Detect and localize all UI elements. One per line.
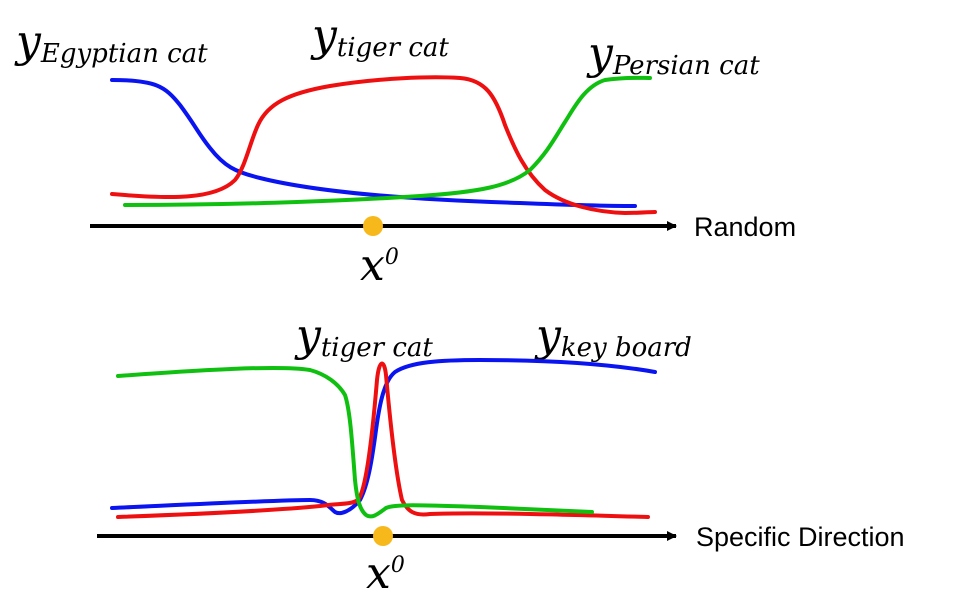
bottom-panel: ytiger cat ykey board Specific Direction… [97, 310, 905, 599]
bottom-point-x0 [373, 526, 393, 546]
top-label-persian-cat: yPersian cat [586, 28, 760, 81]
bottom-curve-tiger-cat [116, 361, 650, 519]
top-label-tiger-cat: ytiger cat [310, 10, 449, 63]
bottom-point-label: x0 [366, 548, 405, 599]
top-point-label: x0 [360, 240, 399, 291]
bottom-label-keyboard: ykey board [534, 310, 692, 363]
bottom-label-tiger-cat: ytiger cat [294, 310, 433, 363]
top-point-x0 [363, 216, 383, 236]
bottom-curve-keyboard [110, 358, 657, 516]
top-axis-label: Random [694, 212, 796, 242]
top-curve-persian-cat [123, 75, 652, 207]
bottom-curve-persian-cat [116, 365, 594, 519]
top-label-egyptian-cat: yEgyptian cat [14, 16, 208, 69]
top-panel: yEgyptian cat ytiger cat yPersian cat Ra… [14, 10, 796, 291]
top-curve-tiger-cat [110, 75, 657, 215]
top-curve-egyptian-cat [110, 78, 637, 208]
bottom-axis-label: Specific Direction [696, 522, 905, 552]
